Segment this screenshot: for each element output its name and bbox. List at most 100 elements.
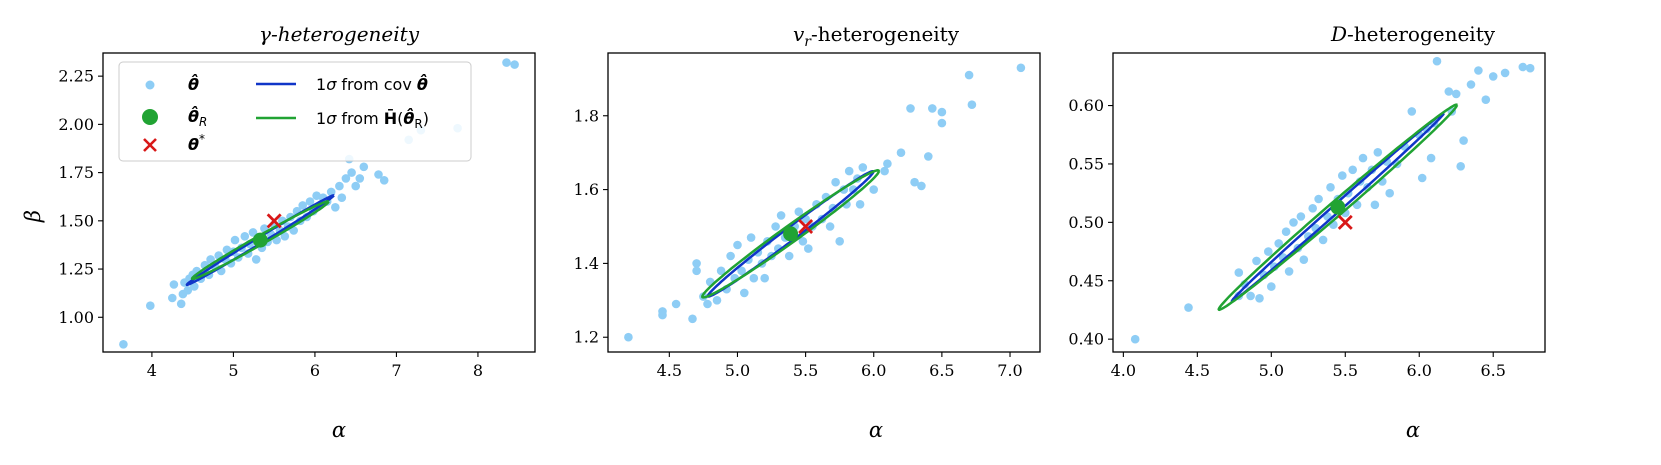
theta-star-stroke xyxy=(798,219,814,234)
scatter-point xyxy=(794,207,804,216)
x-tick-label: 6.0 xyxy=(1407,361,1432,380)
ellipse-hessian-1sigma xyxy=(1217,103,1459,312)
theta-star-marker xyxy=(1337,214,1353,230)
scatter-point xyxy=(1246,291,1255,301)
scatter-point xyxy=(831,177,840,187)
scatter-point xyxy=(341,174,351,183)
scatter-point xyxy=(1459,136,1468,145)
panel-3-xlabel: α xyxy=(1406,418,1420,442)
scatter-point xyxy=(1016,63,1026,73)
scatter-point xyxy=(924,152,933,161)
scatter-point xyxy=(937,107,947,117)
scatter-point xyxy=(716,266,726,276)
legend-marker-theta-hat xyxy=(145,80,155,90)
scatter-point xyxy=(746,233,756,242)
scatter-point xyxy=(230,235,240,245)
y-tick-label: 0.40 xyxy=(1068,330,1104,349)
scatter-point xyxy=(240,232,250,241)
scatter-point xyxy=(1281,227,1291,236)
scatter-point xyxy=(1184,303,1193,312)
theta-r-marker xyxy=(252,232,268,248)
scatter-point xyxy=(883,159,892,168)
x-tick-label: 5.0 xyxy=(725,361,750,380)
x-tick-label: 5.5 xyxy=(1333,361,1358,380)
x-tick-label: 5 xyxy=(228,361,238,380)
legend-box xyxy=(118,61,472,162)
scatter-point xyxy=(169,280,179,289)
y-tick-label: 1.6 xyxy=(574,180,599,199)
x-tick-label: 4.5 xyxy=(1185,361,1210,380)
scatter-point xyxy=(1456,162,1465,171)
scatter-point xyxy=(326,187,336,197)
scatter-point xyxy=(1289,218,1298,227)
scatter-point xyxy=(928,104,937,113)
scatter-point xyxy=(335,181,344,191)
scatter-point xyxy=(776,211,786,220)
scatter-point xyxy=(624,332,633,342)
panel-2-title: vr-heterogeneity xyxy=(793,22,960,50)
scatter-point xyxy=(1525,63,1535,73)
plot-frame xyxy=(1112,52,1546,353)
x-tick-label: 7 xyxy=(391,361,401,380)
scatter-point xyxy=(331,203,340,212)
y-tick-label: 1.75 xyxy=(58,163,94,182)
x-tick-label: 4.0 xyxy=(1111,361,1136,380)
y-tick-label: 2.00 xyxy=(58,115,94,134)
theta-star-stroke xyxy=(266,213,282,229)
legend: θ̂ θ̂R θ* 1σ from cov θ̂ 1σ from H̄(θ̂R) xyxy=(118,61,472,162)
x-tick-label: 6.0 xyxy=(861,361,886,380)
scatter-point xyxy=(1252,256,1261,266)
scatter-point xyxy=(692,259,701,268)
scatter-point xyxy=(347,168,356,177)
legend-label-cov: 1σ from cov θ̂ xyxy=(316,74,428,94)
scatter-point xyxy=(880,166,889,176)
panel-d-heterogeneity: 4.0 4.5 5.0 5.5 6.0 6.5 0.40 0.45 0.50 0.55 0.60 xyxy=(1068,52,1546,380)
scatter-point xyxy=(1474,66,1483,75)
legend-marker-theta-star xyxy=(143,138,157,152)
scatter-point xyxy=(658,307,667,316)
scatter-point xyxy=(248,228,258,237)
scatter-point xyxy=(298,201,308,210)
scatter-point xyxy=(251,255,261,264)
theta-star-marker xyxy=(798,219,814,234)
scatter-point xyxy=(1130,334,1140,344)
x-tick-label: 6.5 xyxy=(1480,361,1505,380)
theta-star-stroke xyxy=(1337,214,1353,230)
scatter-point xyxy=(804,244,813,253)
x-tick-label: 5.0 xyxy=(1259,361,1284,380)
scatter-point xyxy=(1267,282,1276,291)
scatter-point xyxy=(749,273,759,283)
scatter-point xyxy=(688,314,697,324)
scatter-point xyxy=(359,162,369,172)
scatter-point xyxy=(844,166,854,176)
scatter-point xyxy=(726,251,735,261)
x-tick-label: 6.5 xyxy=(929,361,954,380)
scatter-point xyxy=(183,286,193,295)
y-tick-label: 1.25 xyxy=(58,260,94,279)
scatter-point xyxy=(825,222,835,231)
x-tick-label: 4 xyxy=(147,361,157,380)
scatter-point xyxy=(1373,148,1383,157)
x-tick-label: 6 xyxy=(310,361,320,380)
y-tick-label: 1.2 xyxy=(574,328,599,347)
scatter-point xyxy=(206,255,215,264)
scatter-point xyxy=(1500,68,1510,78)
scatter-point xyxy=(337,193,347,202)
scatter-point xyxy=(671,299,681,309)
y-tick-label: 1.00 xyxy=(58,308,94,327)
scatter-point xyxy=(917,181,926,191)
scatter-point xyxy=(1488,72,1498,81)
scatter-point xyxy=(784,251,794,261)
panel-vr-heterogeneity: 4.5 5.0 5.5 6.0 6.5 7.0 1.2 1.4 1.6 1.8 xyxy=(574,52,1041,380)
scatter-point xyxy=(771,222,780,231)
scatter-point xyxy=(1518,62,1528,72)
legend-label-theta-hat: θ̂ xyxy=(188,74,199,94)
scatter-point xyxy=(374,170,383,179)
scatter-point xyxy=(1308,204,1317,213)
ellipse-hessian-1sigma xyxy=(190,200,330,281)
scatter-point xyxy=(1407,107,1417,116)
scatter-point xyxy=(1385,188,1394,198)
scatter-point xyxy=(1318,235,1328,245)
theta-r-marker xyxy=(783,226,799,242)
